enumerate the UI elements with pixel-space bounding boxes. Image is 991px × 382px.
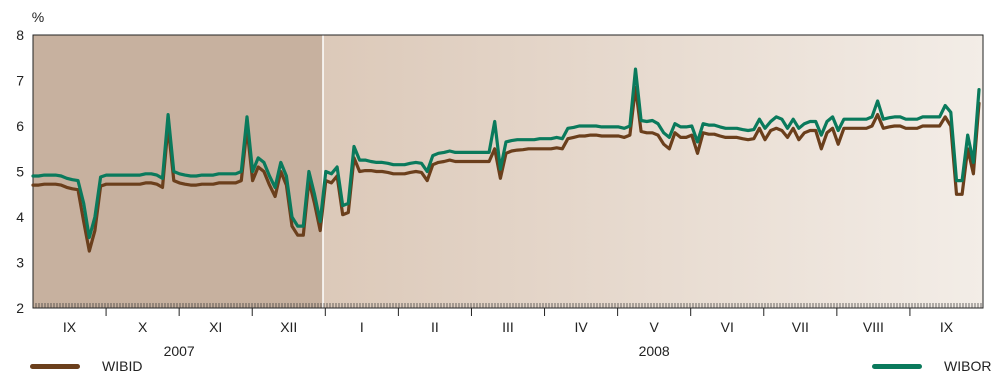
y-tick-label: 5 <box>16 164 24 180</box>
y-tick-label: 7 <box>16 73 24 89</box>
plot-frame <box>32 34 984 309</box>
x-month-label: X <box>138 319 148 335</box>
x-month-label: II <box>431 319 439 335</box>
series-line-wibor <box>31 67 981 240</box>
x-month-label: III <box>502 319 514 335</box>
y-tick-label: 3 <box>16 255 24 271</box>
x-month-label: VI <box>721 319 734 335</box>
x-month-label: VIII <box>863 319 884 335</box>
y-tick-label: 4 <box>16 209 24 225</box>
x-month-labels: IX X XI XII I II III IV V VI VII VIII IX <box>63 319 954 335</box>
y-axis: 2 3 4 5 6 7 8 <box>16 27 24 316</box>
legend-wibid: WIBID <box>30 356 142 376</box>
legend-wibid-swatch <box>30 363 80 369</box>
x-year-label: 2008 <box>639 343 670 359</box>
series-line-wibid <box>31 85 981 253</box>
x-month-label: V <box>649 319 659 335</box>
x-month-label: I <box>360 319 364 335</box>
plot-background-2008 <box>323 35 983 308</box>
y-tick-label: 2 <box>16 300 24 316</box>
legend-wibor: WIBOR <box>872 356 991 376</box>
x-month-label: VII <box>792 319 809 335</box>
y-tick-label: 6 <box>16 118 24 134</box>
x-month-ticks <box>105 308 911 316</box>
series-lines <box>31 67 981 253</box>
legend-wibor-swatch <box>872 363 922 369</box>
x-month-label: IV <box>574 319 588 335</box>
x-month-label: XI <box>209 319 222 335</box>
x-month-label: XII <box>280 319 297 335</box>
x-month-label: IX <box>63 319 77 335</box>
y-tick-label: 8 <box>16 27 24 43</box>
x-year-label: 2007 <box>164 343 195 359</box>
x-month-label: IX <box>940 319 954 335</box>
legend-wibid-label: WIBID <box>102 358 143 374</box>
x-day-ticks <box>35 303 982 308</box>
legend-wibor-label: WIBOR <box>944 358 991 374</box>
y-unit-label: % <box>32 9 44 25</box>
x-year-labels: 2007 2008 <box>164 343 670 359</box>
